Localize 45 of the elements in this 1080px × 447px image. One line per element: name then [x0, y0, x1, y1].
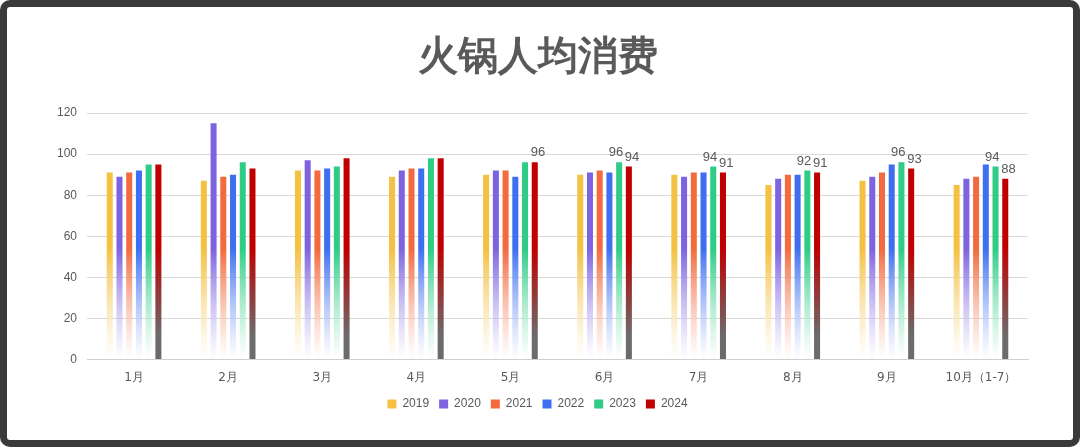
- legend-label: 2022: [557, 396, 585, 411]
- x-tick-label: 2月: [218, 369, 238, 384]
- data-label: 96: [890, 144, 906, 160]
- data-label: 93: [907, 150, 922, 166]
- x-tick-label: 8月: [782, 369, 803, 384]
- legend-label: 2021: [505, 396, 533, 411]
- bar: [625, 166, 632, 360]
- data-label: 88: [1001, 160, 1016, 176]
- y-tick-label: 0: [70, 351, 78, 366]
- bar: [908, 168, 915, 360]
- data-label: 94: [985, 148, 1000, 164]
- x-tick-label: 4月: [406, 369, 427, 384]
- x-tick-label: 1月: [124, 369, 144, 384]
- y-tick-label: 120: [56, 105, 78, 120]
- data-label: 94: [624, 148, 640, 164]
- bar: [437, 158, 444, 360]
- bar: [814, 172, 821, 360]
- data-label: 92: [796, 152, 812, 168]
- x-tick-label: 7月: [688, 369, 709, 384]
- legend-label: 2023: [609, 396, 637, 411]
- legend-label: 2024: [660, 396, 688, 411]
- x-tick-label: 6月: [594, 369, 615, 384]
- chart-title: 火锅人均消费: [417, 32, 658, 79]
- x-tick-label: 5月: [500, 369, 521, 384]
- bar: [1002, 178, 1009, 360]
- y-tick-label: 100: [56, 146, 78, 161]
- data-label: 91: [718, 154, 734, 170]
- data-label: 96: [530, 144, 546, 160]
- y-tick-label: 60: [63, 228, 78, 243]
- y-tick-label: 40: [63, 269, 78, 284]
- x-tick-label: 3月: [312, 369, 333, 384]
- y-tick-label: 80: [63, 187, 78, 202]
- data-label: 94: [702, 148, 718, 164]
- bar: [249, 168, 256, 360]
- x-tick-label: 10月（1-7）: [945, 369, 1017, 384]
- bar: [719, 172, 726, 360]
- legend-label: 2020: [454, 396, 482, 411]
- legend-label: 2019: [402, 396, 430, 411]
- bar: [155, 164, 162, 360]
- bar: [343, 158, 350, 360]
- bar: [531, 162, 538, 360]
- data-label: 91: [813, 154, 828, 170]
- y-tick-label: 20: [63, 310, 78, 325]
- data-label: 96: [608, 144, 624, 160]
- x-tick-label: 9月: [877, 369, 897, 384]
